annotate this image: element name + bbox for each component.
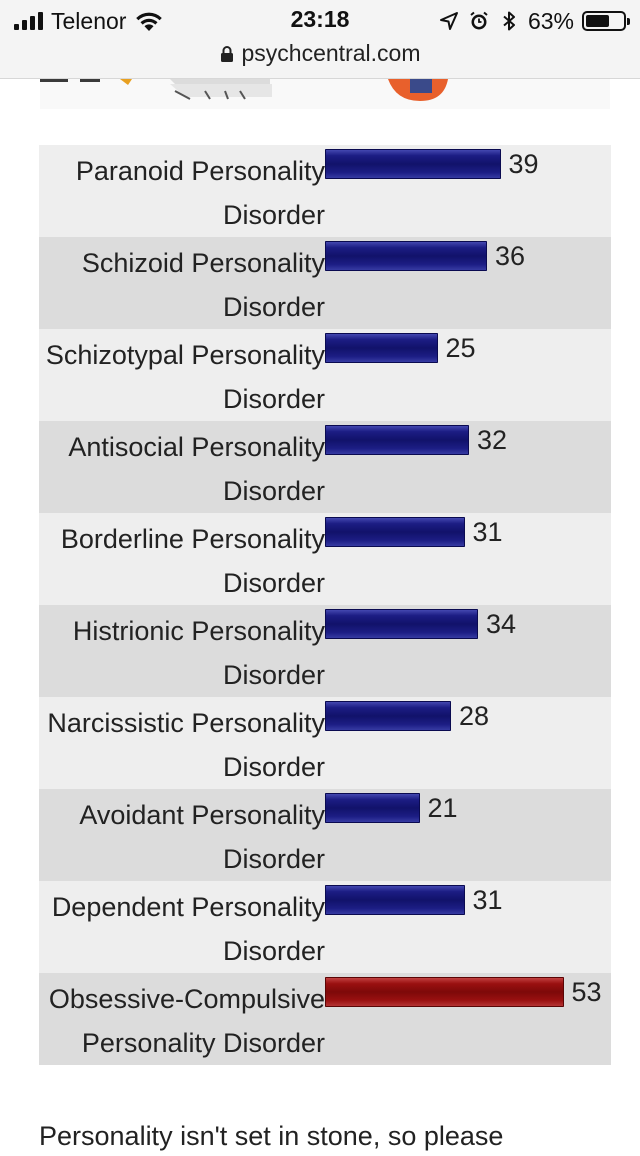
category-label: Avoidant Personality Disorder (79, 800, 325, 874)
bluetooth-icon (503, 11, 515, 31)
chart-row: Paranoid Personality Disorder 39 (39, 145, 611, 237)
article-illustration (40, 79, 610, 109)
chart-row: Histrionic Personality Disorder 34 (39, 605, 611, 697)
bar-cell: 34 (325, 609, 611, 697)
category-label: Borderline Personality Disorder (60, 524, 325, 598)
chart-row: Schizotypal Personality Disorder 25 (39, 329, 611, 421)
category-label: Paranoid Personality Disorder (75, 156, 325, 230)
bar (325, 885, 465, 915)
bar (325, 517, 465, 547)
illustration-graphic (40, 79, 448, 101)
status-bar: Telenor 23:18 63% psychcentral.c (0, 0, 640, 79)
bar-cell: 25 (325, 333, 611, 421)
value-label: 31 (472, 885, 503, 915)
chart-row: Borderline Personality Disorder 31 (39, 513, 611, 605)
bar (325, 149, 501, 179)
chart-row: Obsessive-Compulsive Personality Disorde… (39, 973, 611, 1065)
value-label: 53 (571, 977, 602, 1007)
battery-percent: 63% (527, 7, 574, 34)
chart-row: Antisocial Personality Disorder 32 (39, 421, 611, 513)
bar (325, 701, 451, 731)
bar-cell: 36 (325, 241, 611, 329)
category-label: Schizotypal Personality Disorder (45, 340, 325, 414)
personality-bar-chart: Paranoid Personality Disorder 39 Schizoid … (39, 145, 611, 1065)
bar (325, 609, 478, 639)
article-text: Personality isn't set in stone, so pleas… (39, 1121, 504, 1151)
bar-cell: 21 (325, 793, 611, 881)
bar (325, 425, 469, 455)
chart-row: Schizoid Personality Disorder 36 (39, 237, 611, 329)
alarm-icon (470, 11, 488, 30)
chart-row: Dependent Personality Disorder 31 (39, 881, 611, 973)
battery-icon (582, 11, 630, 31)
value-label: 28 (459, 701, 490, 731)
status-time: 23:18 (290, 6, 350, 32)
bar-cell: 28 (325, 701, 611, 789)
status-left: Telenor (14, 8, 164, 34)
value-label: 32 (477, 425, 508, 455)
signal-icon (14, 12, 43, 30)
address-bar[interactable]: psychcentral.com (0, 40, 640, 67)
bar-cell: 53 (325, 977, 611, 1065)
status-right: 63% (438, 7, 630, 34)
category-label: Histrionic Personality Disorder (72, 616, 325, 690)
bar (325, 793, 420, 823)
bar (325, 333, 438, 363)
bar-cell: 39 (325, 149, 611, 237)
chart-row: Avoidant Personality Disorder 21 (39, 789, 611, 881)
lock-icon (220, 46, 233, 62)
url-text: psychcentral.com (241, 40, 421, 66)
value-label: 31 (472, 517, 503, 547)
category-label: Obsessive-Compulsive Personality Disorde… (48, 984, 325, 1058)
value-label: 21 (427, 793, 458, 823)
wifi-icon (136, 12, 163, 31)
chart-row: Narcissistic Personality Disorder 28 (39, 697, 611, 789)
category-label: Schizoid Personality Disorder (81, 248, 325, 322)
bar (325, 977, 564, 1007)
location-arrow-icon (439, 12, 458, 30)
category-label: Narcissistic Personality Disorder (47, 708, 325, 782)
bar-cell: 31 (325, 885, 611, 973)
category-label: Antisocial Personality Disorder (68, 432, 325, 506)
carrier-name: Telenor (51, 7, 127, 34)
value-label: 39 (508, 149, 539, 179)
bar (325, 241, 487, 271)
category-label: Dependent Personality Disorder (51, 892, 325, 966)
bar-cell: 31 (325, 517, 611, 605)
value-label: 25 (445, 333, 476, 363)
value-label: 36 (495, 241, 526, 271)
value-label: 34 (486, 609, 517, 639)
bar-cell: 32 (325, 425, 611, 513)
